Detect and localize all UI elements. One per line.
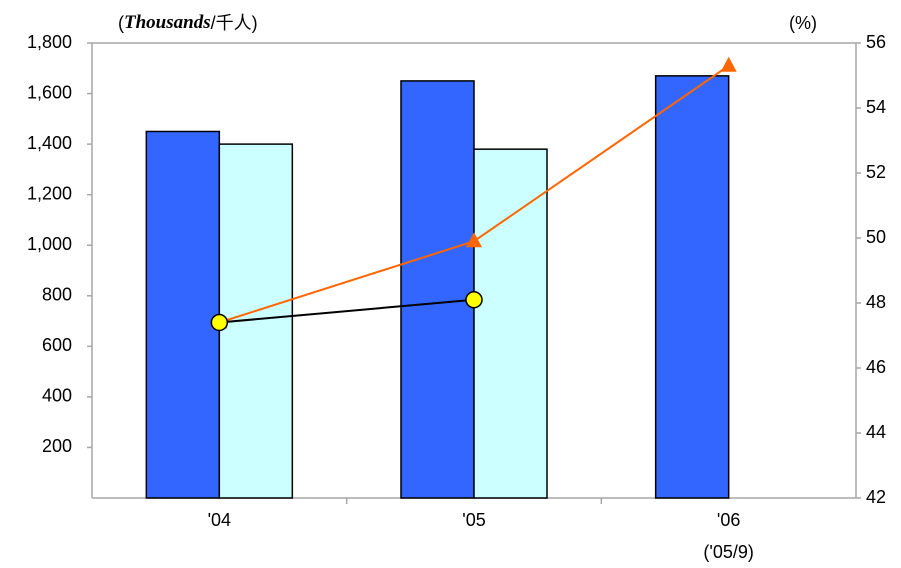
y-tick-label: 1,200	[27, 183, 72, 203]
y-axis-title-part: /千人)	[211, 13, 258, 33]
y-tick-label: 400	[42, 386, 72, 406]
y-axis-title-part: Thousands	[124, 12, 211, 33]
y-tick-label: 600	[42, 335, 72, 355]
y-tick-label: 200	[42, 436, 72, 456]
y2-tick-label: 50	[866, 227, 886, 247]
bar	[145, 130, 221, 499]
marker	[465, 291, 483, 309]
y-axis-title: (Thousands/千人)	[118, 12, 258, 33]
marker	[720, 56, 737, 72]
y2-tick-label: 46	[866, 357, 886, 377]
y-axis-title-part: (	[118, 13, 124, 33]
marker	[210, 313, 229, 332]
x-annotation: ('05/9)	[703, 542, 753, 562]
y2-tick-label: 52	[866, 162, 886, 182]
bar	[654, 75, 730, 499]
y2-axis-title: (%)	[789, 13, 817, 33]
y2-tick-label: 54	[866, 97, 886, 117]
x-tick-label: '04	[208, 510, 231, 530]
y2-tick-label: 48	[866, 292, 886, 312]
y-tick-label: 1,000	[27, 234, 72, 254]
marker	[466, 232, 482, 248]
y-tick-label: 800	[42, 285, 72, 305]
y-tick-label: 1,800	[27, 32, 72, 52]
y2-tick-label: 44	[866, 422, 886, 442]
y-tick-label: 1,400	[27, 133, 72, 153]
bar	[473, 148, 548, 499]
x-tick-label: '06	[717, 510, 740, 530]
y2-tick-label: 42	[866, 487, 886, 507]
y-tick-label: 1,600	[27, 82, 72, 102]
y2-tick-label: 56	[866, 32, 886, 52]
x-tick-label: '05	[462, 510, 485, 530]
bar	[400, 80, 475, 499]
line	[219, 298, 475, 324]
